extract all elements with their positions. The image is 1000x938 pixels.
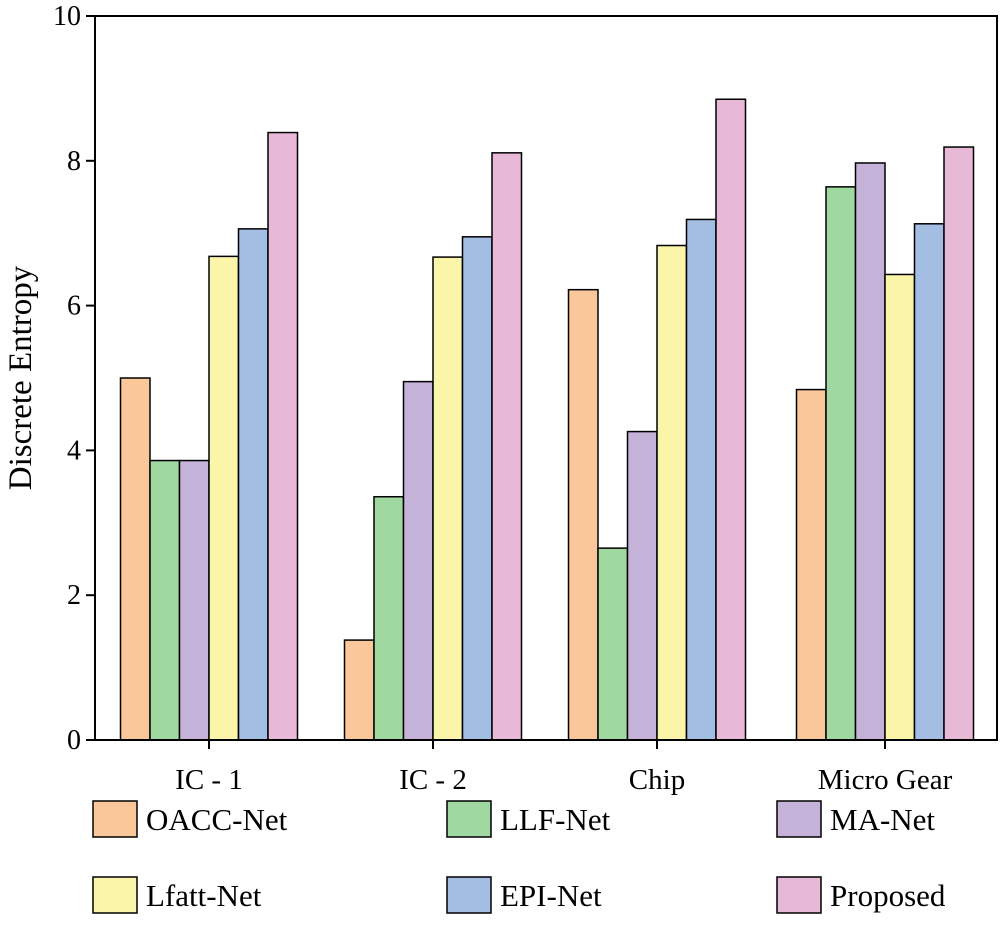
y-axis-title: Discrete Entropy [3,265,39,490]
y-axis-ticks: 0 2 4 6 8 10 [53,1,95,756]
bar-oacc-net-micro-gear [795,388,827,741]
legend-label-oacc-net: OACC-Net [146,802,288,837]
bar-proposed-micro-gear [943,146,975,741]
y-tick-label: 8 [67,146,81,177]
x-category-label: Chip [629,764,685,796]
legend: OACC-Net LLF-Net MA-Net Lfatt-Net EPI-Net Pro… [92,800,946,914]
bar-lfatt-net-ic-1 [208,255,240,741]
bar-ma-net-chip [626,430,658,741]
legend-swatch-lfatt-net [92,876,138,914]
bars-layer [119,98,975,741]
bar-proposed-ic-1 [267,131,299,741]
y-tick-label: 4 [67,435,81,466]
bar-epi-net-ic-2 [461,236,493,741]
bar-epi-net-chip [685,218,717,741]
bar-ma-net-micro-gear [854,162,886,741]
legend-label-ma-net: MA-Net [830,802,935,837]
legend-label-lfatt-net: Lfatt-Net [146,878,262,913]
bar-proposed-chip [715,98,747,741]
axes-layer [94,15,998,741]
bar-llf-net-ic-2 [373,495,405,741]
legend-label-epi-net: EPI-Net [500,878,602,913]
bar-ma-net-ic-1 [178,459,210,741]
bar-oacc-net-ic-2 [343,639,375,741]
bar-ma-net-ic-2 [402,380,434,741]
legend-label-llf-net: LLF-Net [500,802,611,837]
bar-llf-net-chip [597,547,629,741]
plot-frame [94,15,998,741]
bar-lfatt-net-micro-gear [884,273,916,741]
x-category-label: IC - 1 [175,764,243,796]
y-tick-label: 2 [67,580,81,611]
bar-oacc-net-ic-1 [119,377,151,741]
bar-lfatt-net-chip [656,244,688,741]
bar-llf-net-micro-gear [825,186,857,741]
legend-swatch-epi-net [446,876,492,914]
y-tick-label: 6 [67,291,81,322]
bar-proposed-ic-2 [491,152,523,741]
x-category-label: IC - 2 [399,764,467,796]
bar-lfatt-net-ic-2 [432,256,464,741]
bar-epi-net-micro-gear [913,223,945,741]
bar-llf-net-ic-1 [149,459,181,741]
legend-label-proposed: Proposed [830,878,946,913]
legend-swatch-ma-net [776,800,822,838]
y-tick-label: 10 [53,1,81,32]
x-category-label: Micro Gear [818,764,953,796]
y-tick-label: 0 [67,725,81,756]
x-axis-labels: IC - 1 IC - 2 Chip Micro Gear [175,740,953,796]
legend-swatch-llf-net [446,800,492,838]
bar-epi-net-ic-1 [237,228,269,741]
bar-oacc-net-chip [567,288,599,741]
legend-swatch-oacc-net [92,800,138,838]
legend-swatch-proposed [776,876,822,914]
